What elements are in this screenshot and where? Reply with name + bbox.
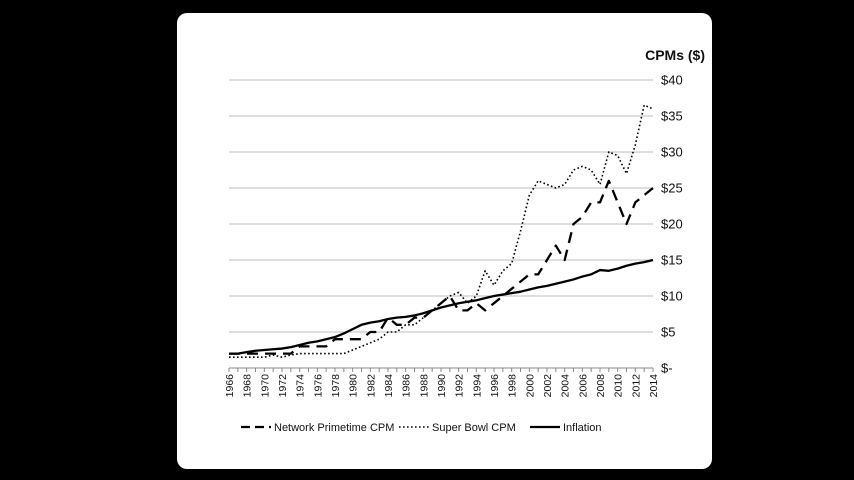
y-tick-label: $25 [661, 181, 683, 196]
y-tick-label: $20 [661, 217, 683, 232]
x-tick-label: 1980 [348, 374, 360, 398]
line-chart: $-$5$10$15$20$25$30$35$40 1966 1968 1970 19… [224, 47, 705, 434]
x-tick-label: 2000 [524, 374, 536, 398]
y-axis-ticks: $- $5 $10 $15 $20 $25 $30 $35 $40 [661, 73, 683, 376]
x-tick-label: 1992 [454, 374, 466, 398]
x-tick-label: 2010 [613, 374, 625, 398]
y-tick-label: $15 [661, 253, 683, 268]
x-tick-label: 1970 [259, 374, 271, 398]
gridlines [229, 79, 653, 333]
series-line-0 [229, 179, 654, 355]
y-tick-label: $5 [661, 325, 675, 340]
y-tick-label: $10 [661, 289, 683, 304]
series-line-2 [229, 258, 654, 355]
x-tick-label: 1966 [224, 374, 236, 398]
x-tick-label: 2014 [648, 374, 660, 398]
y-tick-label: $40 [661, 73, 683, 88]
legend-label-0: Network Primetime CPM [274, 422, 394, 434]
x-tick-label: 2006 [577, 374, 589, 398]
x-tick-label: 1990 [436, 374, 448, 398]
x-tick-label: 1976 [312, 374, 324, 398]
x-tick-label: 1996 [489, 374, 501, 398]
x-tick-label: 1972 [277, 374, 289, 398]
y-tick-label: $35 [661, 109, 683, 124]
x-tick-label: 1968 [242, 374, 254, 398]
chart-card: $- $5 $10 $15 $20 $25 $30 $35 $40 1966 1968 1970 19… [177, 13, 712, 469]
x-tick-label: 1982 [365, 374, 377, 398]
x-tick-label: 1988 [418, 374, 430, 398]
legend: Network Primetime CPM Super Bowl CPM Infla… [241, 422, 602, 434]
x-tick-label: 2008 [595, 374, 607, 398]
x-tick-label: 1994 [471, 374, 483, 398]
x-tick-label: 2002 [542, 374, 554, 398]
legend-label-2: Inflation [563, 422, 602, 434]
x-tick-label: 1974 [295, 374, 307, 398]
x-tick-label: 2012 [630, 374, 642, 398]
x-tick-label: 1986 [401, 374, 413, 398]
x-tick-label: 1998 [507, 374, 519, 398]
series-lines [229, 104, 654, 359]
legend-label-1: Super Bowl CPM [432, 422, 516, 434]
x-tick-label: 1978 [330, 374, 342, 398]
x-tick-label: 2004 [560, 374, 572, 398]
x-axis-ticks: 1966 1968 1970 1972 1974 1976 1978 1980 1982 1984… [224, 368, 660, 397]
y-tick-label: $30 [661, 145, 683, 160]
series-line-1 [229, 104, 654, 359]
x-tick-label: 1984 [383, 374, 395, 398]
y-unit-label: CPMs ($) [645, 47, 705, 63]
y-tick-label: $- [661, 361, 673, 376]
